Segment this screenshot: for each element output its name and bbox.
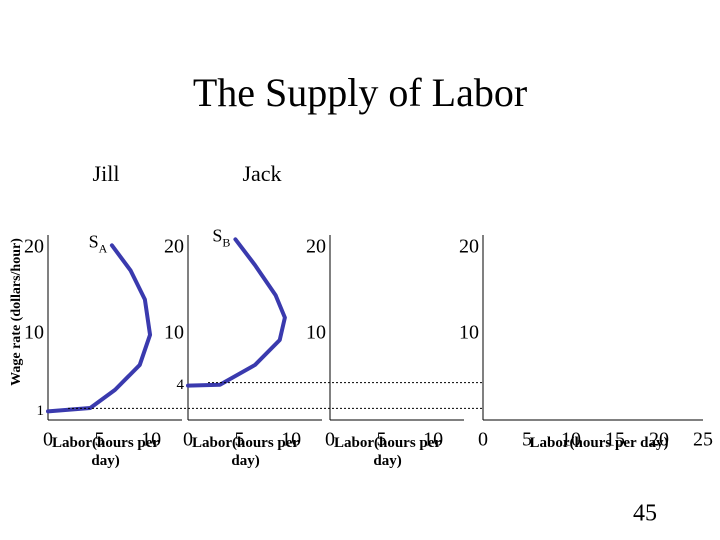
x-tick-label: 15 (605, 429, 625, 451)
panel-title: Jill (93, 161, 120, 186)
x-axis-label: Labor(hours per day) (529, 435, 669, 451)
slide-title: The Supply of Labor (193, 70, 527, 115)
x-tick-label: 10 (561, 429, 581, 451)
x-tick-label: 0 (43, 429, 53, 451)
x-tick-label: 5 (235, 429, 245, 451)
x-tick-label: 5 (522, 429, 532, 451)
supply-curve (186, 237, 287, 388)
x-tick-label: 10 (141, 429, 161, 451)
curve-label-sub: B (222, 235, 230, 249)
panel-title: Jack (242, 161, 281, 186)
y-tick-label: 20 (164, 236, 184, 258)
x-tick-label: 0 (325, 429, 335, 451)
y-axis-label: Wage rate (dollars/hour) (9, 238, 24, 386)
x-tick-label: 0 (183, 429, 193, 451)
curve-label: SA (89, 231, 108, 255)
curve-label-sub: A (99, 241, 108, 255)
x-tick-label: 10 (423, 429, 443, 451)
curve-label-main: S (212, 225, 222, 245)
x-tick-label: 25 (693, 429, 713, 451)
y-tick-label: 10 (24, 322, 44, 344)
x-tick-label: 5 (377, 429, 387, 451)
x-axis-label: Labor(hours per day) (191, 435, 300, 469)
y-tick-label: 10 (164, 322, 184, 344)
curve-label: SB (212, 225, 230, 249)
page-number: 45 (633, 501, 657, 527)
y-tick-label: 4 (177, 377, 185, 393)
y-tick-label: 10 (459, 322, 479, 344)
x-axis-label: Labor(hours per day) (333, 435, 442, 469)
y-tick-label: 10 (306, 322, 326, 344)
curve-label-main: S (89, 231, 99, 251)
y-tick-label: 20 (24, 236, 44, 258)
x-tick-label: 5 (95, 429, 105, 451)
supply-curve (46, 243, 153, 414)
x-tick-label: 0 (478, 429, 488, 451)
y-tick-label: 20 (459, 236, 479, 258)
y-tick-label: 20 (306, 236, 326, 258)
y-tick-label: 1 (37, 403, 45, 419)
x-tick-label: 20 (649, 429, 669, 451)
x-axis-label: Labor(hours per day) (51, 435, 160, 469)
x-tick-label: 10 (281, 429, 301, 451)
